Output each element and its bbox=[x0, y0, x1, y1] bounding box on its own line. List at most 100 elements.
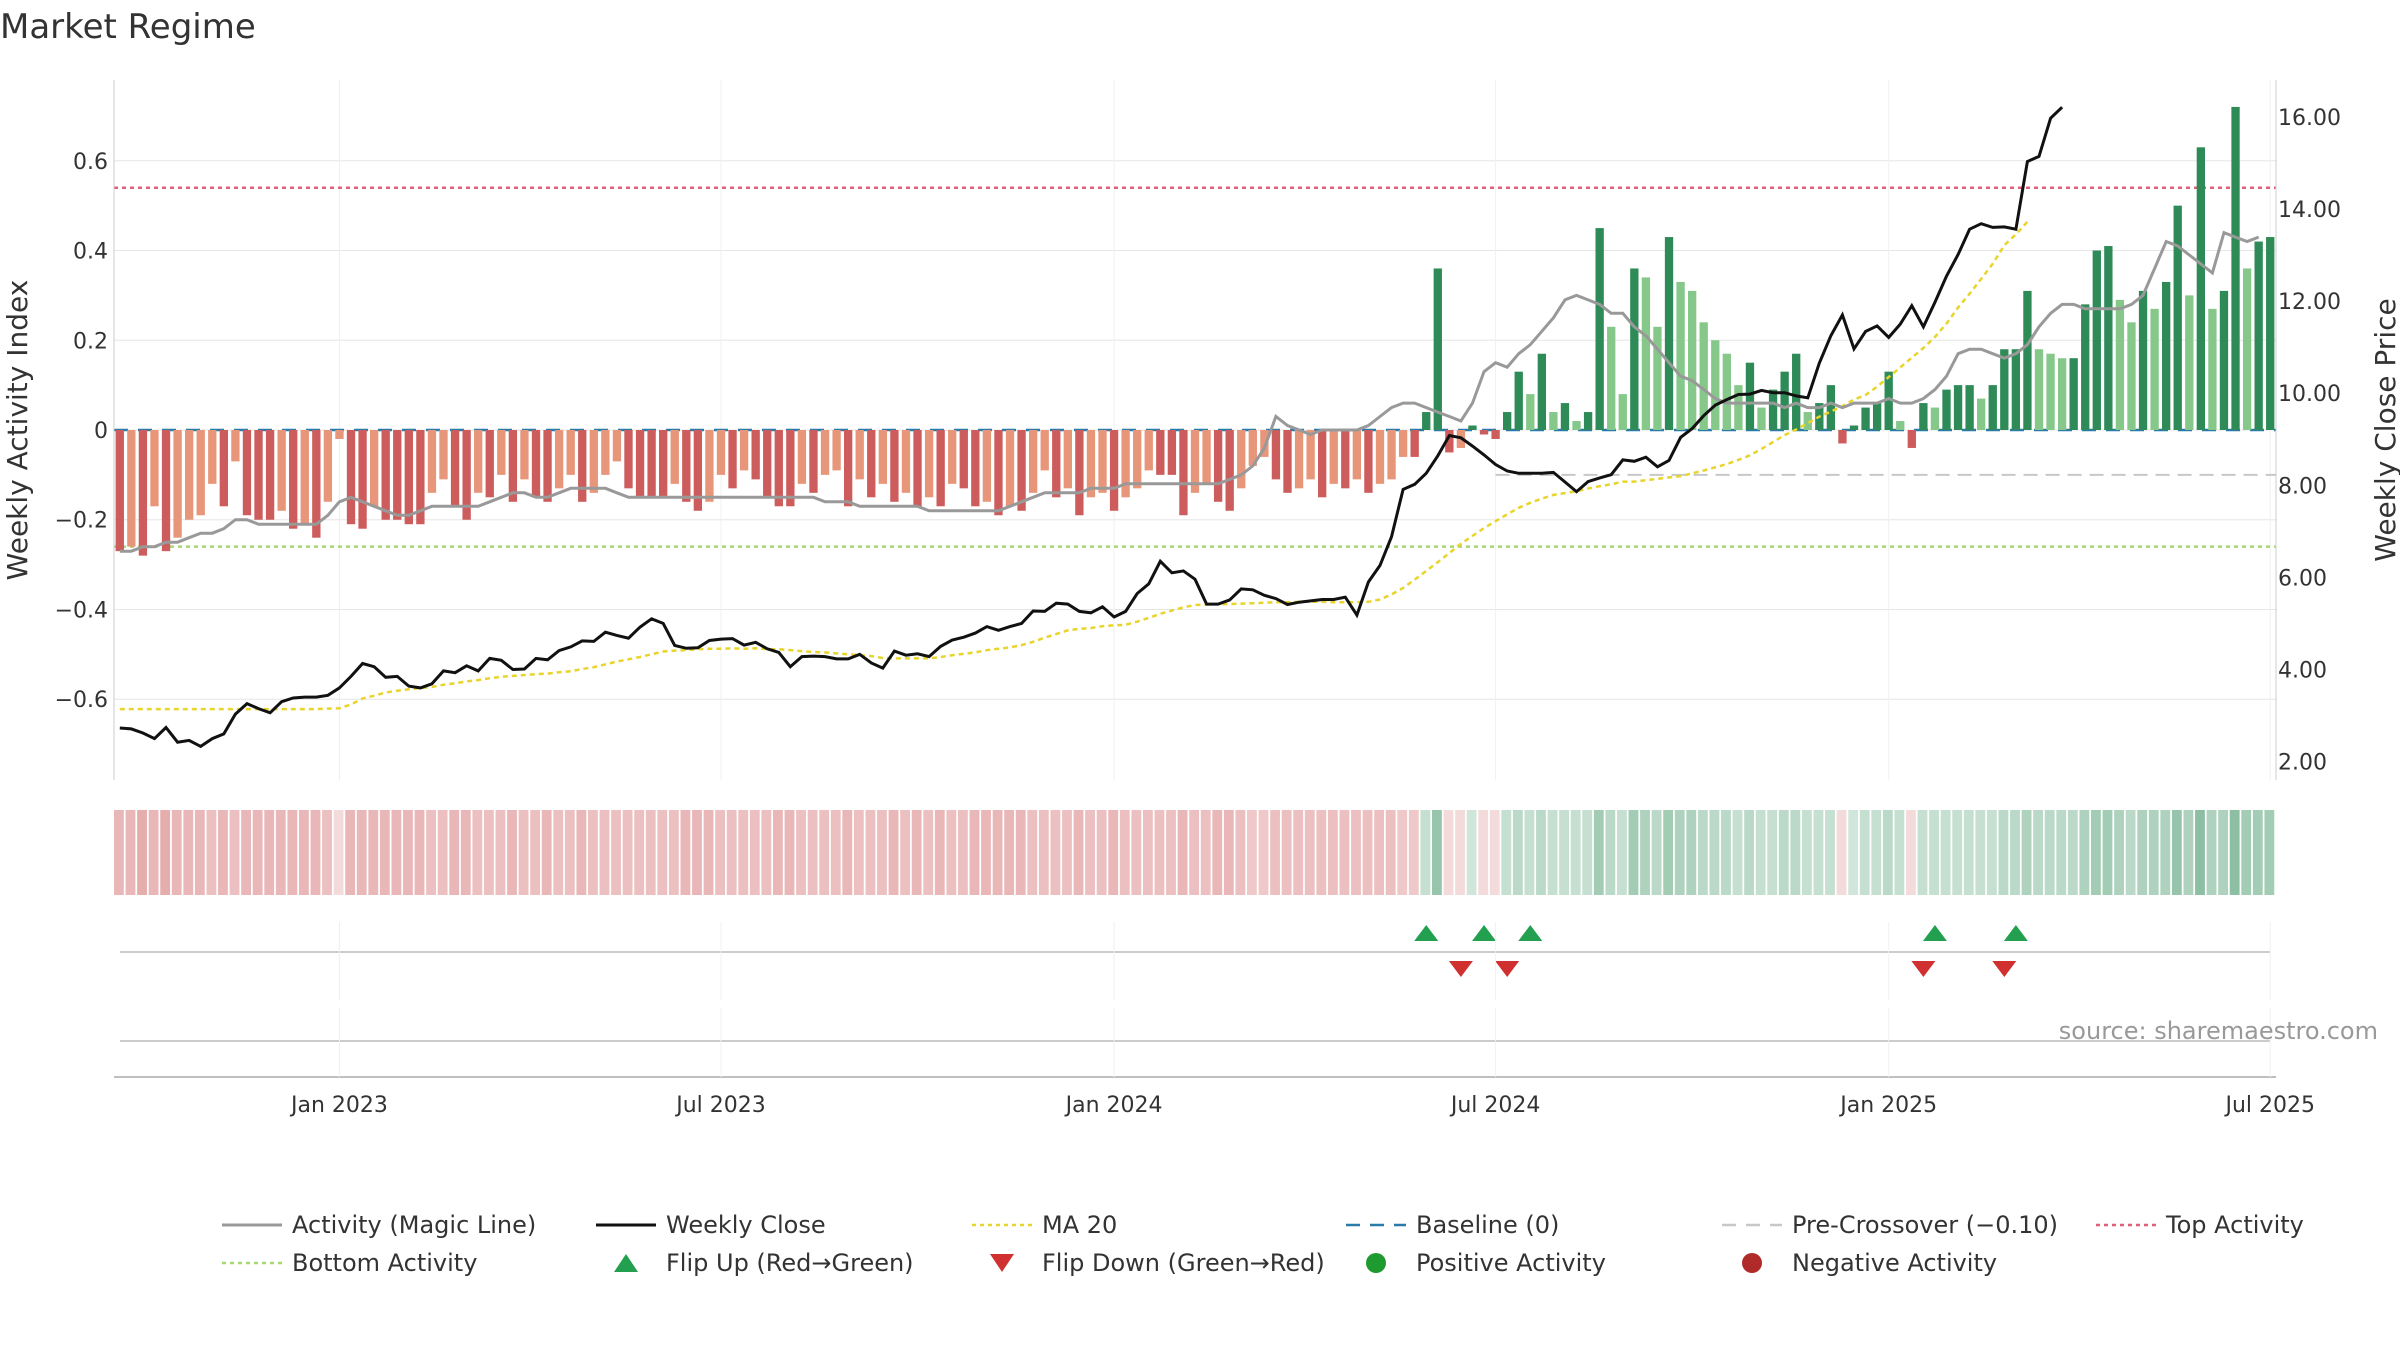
regime-cell bbox=[1813, 810, 1824, 895]
activity-bar bbox=[439, 430, 448, 480]
regime-cell bbox=[1986, 810, 1997, 895]
legend-item-close: Weekly Close bbox=[596, 1211, 826, 1239]
regime-cell bbox=[992, 810, 1003, 895]
activity-bar bbox=[393, 430, 402, 520]
activity-bar bbox=[2173, 205, 2182, 430]
legend-label: Baseline (0) bbox=[1416, 1211, 1559, 1239]
activity-bar bbox=[566, 430, 575, 475]
activity-bar bbox=[682, 430, 691, 502]
regime-cell bbox=[1177, 810, 1188, 895]
activity-bar bbox=[1098, 430, 1107, 493]
regime-cell bbox=[934, 810, 945, 895]
activity-bar bbox=[1121, 430, 1130, 498]
legend-item-magic: Activity (Magic Line) bbox=[222, 1211, 536, 1239]
regime-cell bbox=[2010, 810, 2020, 895]
regime-cell bbox=[2171, 810, 2182, 895]
regime-cell bbox=[2079, 810, 2090, 895]
activity-bar bbox=[1734, 385, 1743, 430]
flip-up-marker bbox=[1414, 925, 1439, 941]
activity-bar bbox=[2231, 106, 2240, 430]
regime-cell bbox=[541, 810, 552, 895]
activity-bar bbox=[913, 430, 922, 507]
regime-cell bbox=[518, 810, 529, 895]
activity-bar bbox=[832, 430, 841, 471]
activity-bar bbox=[416, 430, 425, 525]
activity-bar bbox=[1549, 412, 1558, 430]
activity-bar bbox=[1109, 430, 1119, 511]
activity-bar bbox=[2023, 290, 2032, 430]
regime-cell bbox=[1570, 810, 1581, 895]
regime-cell bbox=[2206, 810, 2217, 895]
activity-bar bbox=[1468, 425, 1477, 430]
regime-cell bbox=[1755, 810, 1766, 895]
activity-bar bbox=[1560, 403, 1570, 430]
activity-bar bbox=[497, 430, 506, 475]
regime-cell bbox=[599, 810, 610, 895]
legend-item-baseline: Baseline (0) bbox=[1346, 1211, 1559, 1239]
activity-bar bbox=[312, 430, 321, 538]
activity-bar bbox=[289, 430, 298, 529]
regime-cell bbox=[1882, 810, 1893, 895]
activity-bar bbox=[1329, 430, 1338, 484]
activity-bar bbox=[1965, 385, 1974, 430]
regime-cell bbox=[2160, 810, 2171, 895]
regime-cell bbox=[194, 810, 205, 895]
activity-bar bbox=[797, 430, 807, 484]
y-tick-label: 0 bbox=[94, 419, 108, 444]
activity-bar bbox=[670, 430, 679, 484]
regime-cell bbox=[657, 810, 668, 895]
activity-bar bbox=[1190, 430, 1200, 493]
activity-bar bbox=[1422, 412, 1431, 430]
y-tick-label: 0.6 bbox=[73, 150, 108, 175]
regime-cell bbox=[368, 810, 379, 895]
activity-bar bbox=[1341, 430, 1350, 489]
regime-cell bbox=[2252, 810, 2263, 895]
regime-cell bbox=[726, 810, 737, 895]
regime-strip bbox=[114, 810, 2275, 895]
regime-cell bbox=[1478, 810, 1489, 895]
regime-cell bbox=[2137, 810, 2148, 895]
activity-bar bbox=[2150, 308, 2159, 430]
activity-bar bbox=[1803, 412, 1812, 430]
activity-bar bbox=[1491, 430, 1500, 439]
activity-bar bbox=[462, 430, 471, 520]
activity-bar bbox=[1225, 430, 1234, 511]
regime-cell bbox=[1709, 810, 1720, 895]
regime-cell bbox=[588, 810, 598, 895]
regime-cell bbox=[703, 810, 714, 895]
regime-cell bbox=[1547, 810, 1558, 895]
activity-bar bbox=[763, 430, 772, 498]
regime-cell bbox=[957, 810, 968, 895]
legend-label: Flip Down (Green→Red) bbox=[1042, 1249, 1325, 1277]
legend-label: MA 20 bbox=[1042, 1211, 1117, 1239]
regime-cell bbox=[1721, 810, 1731, 895]
activity-bar bbox=[1942, 389, 1951, 430]
regime-cell bbox=[645, 810, 656, 895]
activity-bar bbox=[1768, 389, 1778, 430]
legend-swatch bbox=[1742, 1253, 1762, 1273]
regime-cell bbox=[2044, 810, 2055, 895]
activity-bar bbox=[196, 430, 205, 516]
activity-bar bbox=[1028, 430, 1038, 493]
activity-bar bbox=[2000, 349, 2009, 430]
activity-bar bbox=[959, 430, 968, 489]
activity-bar bbox=[786, 430, 795, 507]
activity-bar bbox=[589, 430, 598, 493]
activity-bar bbox=[381, 430, 390, 520]
activity-bar bbox=[242, 430, 252, 516]
regime-cell bbox=[773, 810, 783, 895]
regime-cell bbox=[1212, 810, 1223, 895]
regime-cell bbox=[946, 810, 957, 895]
y-axis-label: Weekly Activity Index bbox=[1, 280, 34, 581]
weekly-close-line bbox=[119, 106, 2064, 749]
regime-cell bbox=[1778, 810, 1789, 895]
activity-bar bbox=[624, 430, 633, 489]
activity-bar bbox=[1711, 340, 1720, 430]
regime-cell bbox=[1304, 810, 1315, 895]
regime-cell bbox=[1975, 810, 1986, 895]
activity-bar bbox=[716, 430, 726, 475]
regime-cell bbox=[310, 810, 321, 895]
regime-cell bbox=[1154, 810, 1165, 895]
y-tick-label: −0.6 bbox=[55, 688, 108, 713]
regime-cell bbox=[1536, 810, 1546, 895]
